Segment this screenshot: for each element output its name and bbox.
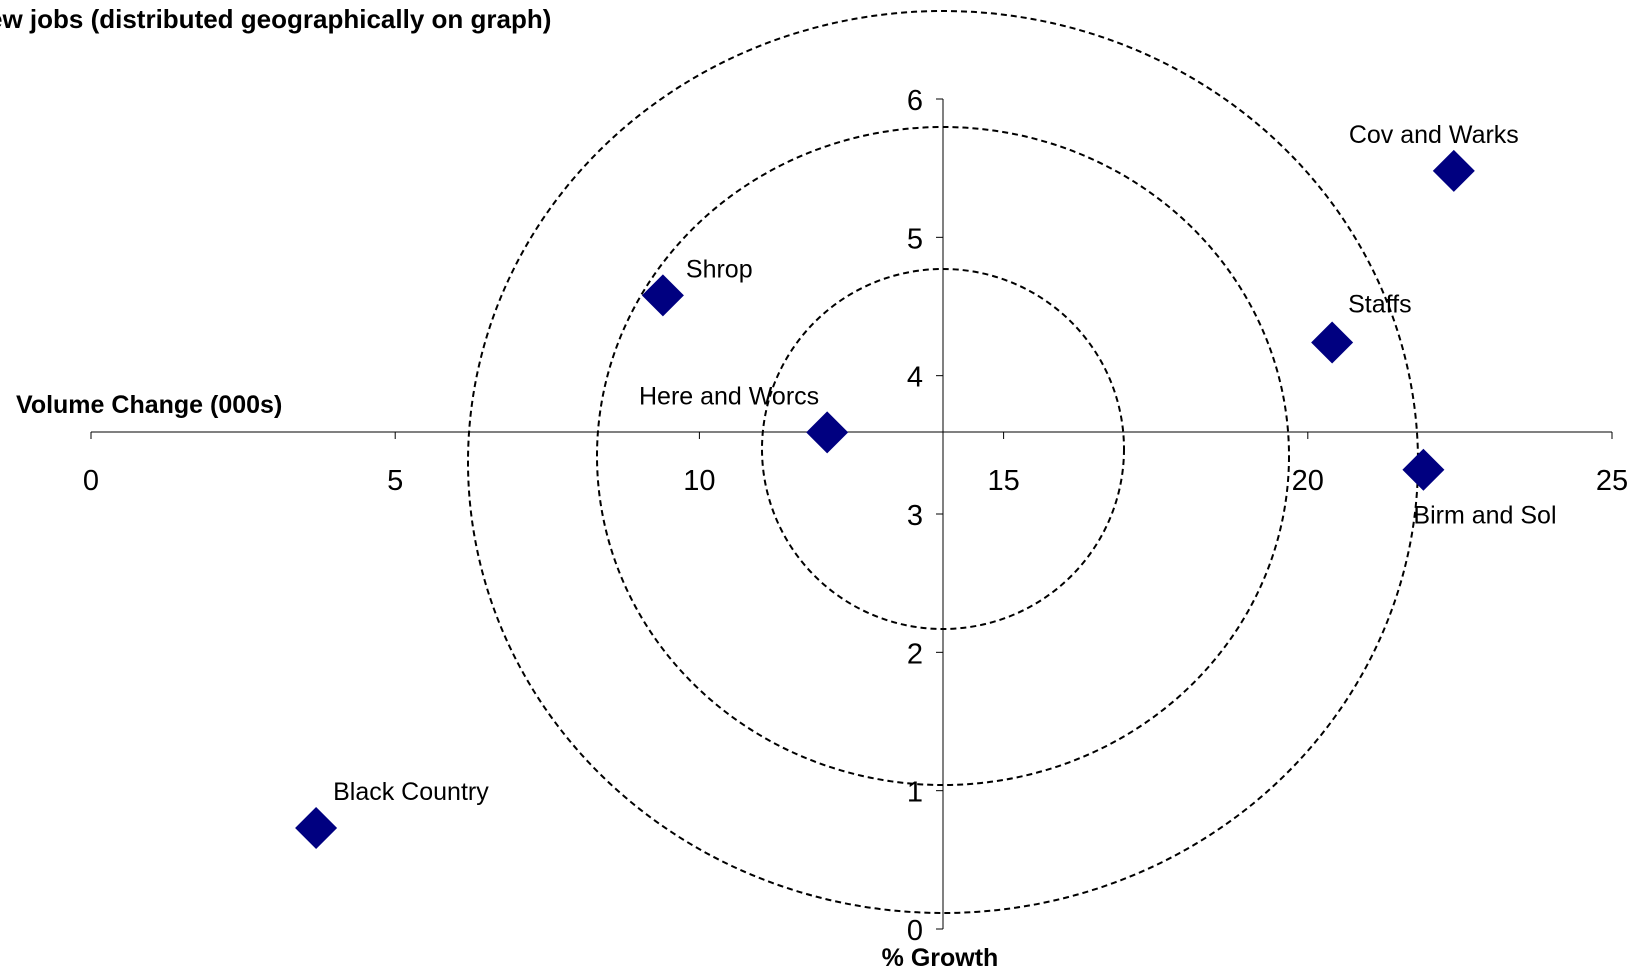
- y-axis-ticks: 0 1 2 3 4 5 6: [907, 85, 943, 947]
- data-point-label: Birm and Sol: [1413, 502, 1556, 530]
- x-tick-label: 15: [987, 465, 1019, 497]
- y-tick-label: 2: [907, 638, 923, 670]
- x-tick-label: 25: [1596, 465, 1628, 497]
- data-point-label: Staffs: [1348, 290, 1411, 318]
- data-point-marker: [641, 274, 684, 317]
- data-points: Black Country Shrop Here and Worcs Staffs Bi…: [295, 121, 1557, 850]
- x-axis-title: Volume Change (000s): [16, 391, 282, 419]
- data-point-marker: [1311, 321, 1354, 364]
- y-tick-label: 0: [907, 915, 923, 947]
- data-point-marker: [1432, 149, 1475, 192]
- y-tick-label: 4: [907, 362, 923, 394]
- data-point-marker: [806, 411, 849, 454]
- y-tick-label: 3: [907, 500, 923, 532]
- chart-title: ew jobs (distributed geographically on g…: [0, 4, 551, 34]
- y-axis-title: % Growth: [882, 944, 999, 972]
- y-tick-label: 1: [907, 777, 923, 809]
- data-point-marker: [1402, 448, 1445, 491]
- x-tick-label: 10: [683, 465, 715, 497]
- x-tick-label: 5: [387, 465, 403, 497]
- y-tick-label: 5: [907, 223, 923, 255]
- x-axis-ticks: 0 5 10 15 20 25: [83, 432, 1628, 497]
- data-point-label: Here and Worcs: [639, 382, 819, 410]
- x-tick-label: 0: [83, 465, 99, 497]
- data-point-marker: [295, 807, 338, 850]
- data-point-label: Black Country: [333, 778, 489, 806]
- data-point-label: Cov and Warks: [1349, 121, 1519, 149]
- x-tick-label: 20: [1292, 465, 1324, 497]
- y-tick-label: 6: [907, 85, 923, 117]
- data-point-label: Shrop: [686, 255, 753, 283]
